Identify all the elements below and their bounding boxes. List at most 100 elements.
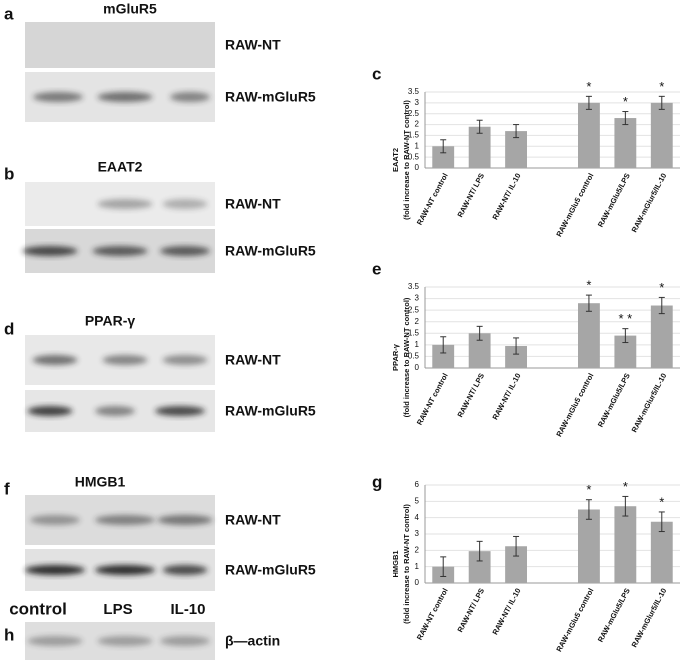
blot-band bbox=[22, 246, 78, 256]
significance-marker: * bbox=[623, 479, 628, 494]
blot-band bbox=[155, 406, 205, 416]
y-tick-label: 2.5 bbox=[408, 109, 420, 118]
y-tick-label: 0 bbox=[415, 163, 420, 172]
y-axis-label: (fold increase to RAW-NT control) bbox=[402, 297, 411, 417]
blot-title: PPAR-γ bbox=[85, 313, 136, 329]
x-tick-label: RAW-NT/ IL-10 bbox=[490, 172, 522, 222]
y-tick-label: 1 bbox=[415, 141, 420, 150]
row-label: RAW-NT bbox=[225, 352, 281, 368]
y-tick-label: 1.5 bbox=[408, 131, 420, 140]
bar bbox=[468, 333, 491, 368]
row-label: RAW-NT bbox=[225, 37, 281, 53]
x-tick-label: RAW-NT/ LPS bbox=[455, 372, 486, 419]
significance-marker: * bbox=[659, 79, 664, 94]
y-axis-label: (fold increase to RAW-NT control) bbox=[402, 504, 411, 624]
lane-label: IL-10 bbox=[170, 601, 205, 618]
bar bbox=[505, 346, 527, 368]
y-tick-label: 4 bbox=[415, 513, 420, 522]
bar bbox=[432, 344, 455, 368]
lane-label: control bbox=[9, 599, 67, 618]
blot-band bbox=[97, 199, 153, 209]
row-label: RAW-NT bbox=[225, 196, 281, 212]
panel-letter: e bbox=[372, 259, 381, 278]
x-tick-label: RAW-mGlur5/IL-10 bbox=[630, 587, 669, 649]
blot-title: EAAT2 bbox=[98, 159, 143, 175]
y-tick-label: 1.5 bbox=[408, 328, 420, 337]
y-tick-label: 3 bbox=[415, 294, 420, 303]
row-label: RAW-mGluR5 bbox=[225, 243, 316, 259]
y-axis-label: EAAT2 bbox=[391, 148, 400, 172]
bar bbox=[578, 509, 600, 583]
lane-label: LPS bbox=[103, 601, 132, 618]
y-tick-label: 3.5 bbox=[408, 87, 420, 96]
blot-band bbox=[32, 355, 78, 365]
row-label: RAW-NT bbox=[225, 512, 281, 528]
row-label: β—actin bbox=[225, 633, 280, 649]
panel-letter: h bbox=[4, 625, 14, 644]
blot-band bbox=[162, 355, 208, 365]
bar bbox=[578, 102, 600, 168]
significance-marker: * bbox=[659, 280, 664, 295]
x-tick-label: RAW-NT/ LPS bbox=[455, 587, 486, 634]
y-tick-label: 1 bbox=[415, 340, 420, 349]
y-tick-label: 0 bbox=[415, 363, 420, 372]
y-tick-label: 1 bbox=[415, 562, 420, 571]
y-axis-label: (fold increase to RAW-NT control) bbox=[402, 100, 411, 220]
blot-band bbox=[157, 515, 213, 525]
x-tick-label: RAW-NT/ IL-10 bbox=[490, 587, 522, 637]
blot-title: HMGB1 bbox=[75, 474, 126, 490]
bar bbox=[468, 551, 491, 583]
significance-marker: * bbox=[586, 79, 591, 94]
bar bbox=[650, 521, 673, 583]
x-tick-label: RAW-mGlur5/IL-10 bbox=[630, 372, 669, 434]
significance-marker: * * bbox=[618, 311, 632, 326]
x-tick-label: RAW-mGlu5/LPS bbox=[596, 587, 632, 644]
blot-band bbox=[170, 92, 210, 102]
blot-band bbox=[30, 515, 80, 525]
bar bbox=[650, 102, 673, 168]
significance-marker: * bbox=[586, 482, 591, 497]
panel-letter: d bbox=[4, 319, 14, 338]
blot-band bbox=[160, 246, 210, 256]
bar bbox=[650, 305, 673, 368]
blot-band bbox=[160, 636, 210, 646]
blot-band bbox=[97, 92, 153, 102]
y-tick-label: 0.5 bbox=[408, 152, 420, 161]
y-tick-label: 0.5 bbox=[408, 352, 420, 361]
blot-band bbox=[25, 565, 85, 575]
blot-band bbox=[95, 515, 155, 525]
y-tick-label: 3.5 bbox=[408, 282, 420, 291]
blot-title: mGluR5 bbox=[103, 1, 157, 17]
y-tick-label: 2 bbox=[415, 120, 420, 129]
y-tick-label: 0 bbox=[415, 578, 420, 587]
y-tick-label: 2 bbox=[415, 317, 420, 326]
panel-letter: f bbox=[4, 479, 10, 498]
blot-band bbox=[27, 406, 73, 416]
bar bbox=[578, 303, 600, 368]
bar bbox=[432, 146, 455, 168]
bar bbox=[505, 131, 527, 168]
x-tick-label: RAW-mGlu5 control bbox=[554, 172, 595, 239]
panel-letter: g bbox=[372, 472, 382, 491]
blot-image bbox=[25, 22, 215, 68]
x-tick-label: RAW-NT/ IL-10 bbox=[490, 372, 522, 422]
bar bbox=[614, 506, 637, 583]
x-tick-label: RAW-NT control bbox=[415, 587, 450, 642]
bar bbox=[614, 118, 637, 168]
x-tick-label: RAW-NT control bbox=[415, 172, 450, 227]
blot-band bbox=[33, 92, 83, 102]
blot-band bbox=[97, 636, 153, 646]
bar bbox=[505, 546, 527, 583]
y-tick-label: 3 bbox=[415, 98, 420, 107]
y-tick-label: 6 bbox=[415, 480, 420, 489]
blot-band bbox=[162, 199, 208, 209]
x-tick-label: RAW-mGlu5/LPS bbox=[596, 172, 632, 229]
panel-letter: c bbox=[372, 64, 381, 83]
y-tick-label: 3 bbox=[415, 529, 420, 538]
row-label: RAW-mGluR5 bbox=[225, 403, 316, 419]
x-tick-label: RAW-mGlu5/LPS bbox=[596, 372, 632, 429]
panel-letter: b bbox=[4, 164, 14, 183]
y-tick-label: 5 bbox=[415, 496, 420, 505]
blot-band bbox=[92, 246, 148, 256]
row-label: RAW-mGluR5 bbox=[225, 89, 316, 105]
